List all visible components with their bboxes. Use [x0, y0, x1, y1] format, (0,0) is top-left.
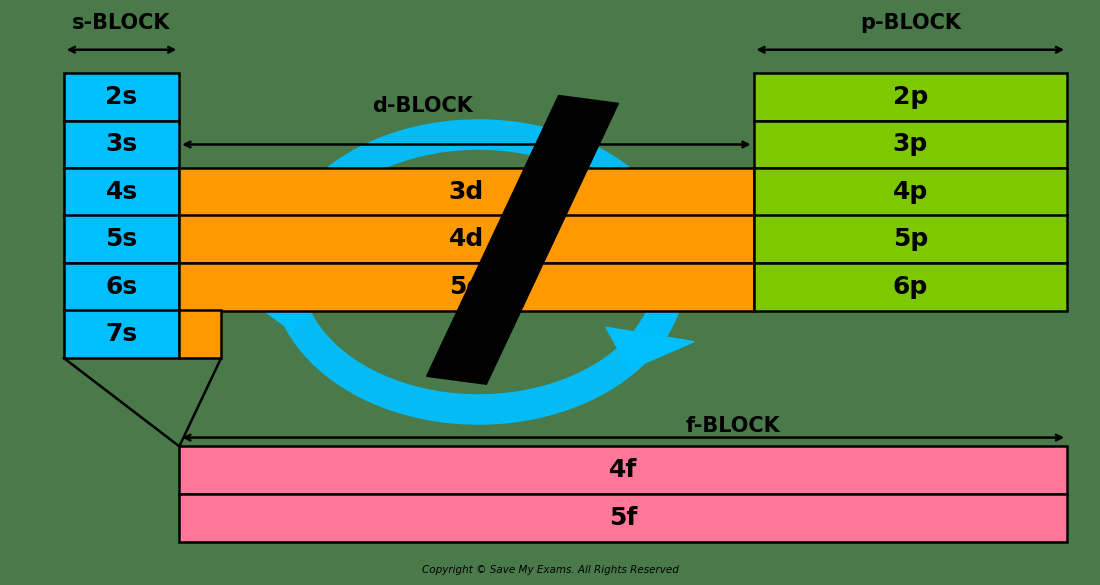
Text: 5f: 5f — [609, 506, 637, 531]
Bar — [64, 73, 179, 121]
Text: 4p: 4p — [892, 180, 928, 204]
Text: 6s: 6s — [106, 274, 138, 299]
Text: s-BLOCK: s-BLOCK — [73, 13, 170, 33]
Polygon shape — [427, 95, 618, 384]
Bar — [64, 310, 179, 358]
Bar — [179, 263, 754, 311]
Text: 4f: 4f — [609, 458, 637, 483]
Bar — [754, 168, 1067, 216]
Bar — [64, 215, 179, 263]
Bar — [179, 446, 1067, 494]
Text: 2s: 2s — [106, 85, 138, 109]
Bar — [64, 168, 179, 216]
Text: 3p: 3p — [892, 132, 928, 157]
Text: 3d: 3d — [449, 180, 484, 204]
Text: 7s: 7s — [106, 322, 138, 346]
Text: 5d: 5d — [449, 274, 484, 299]
Text: 4s: 4s — [106, 180, 138, 204]
Text: 4d: 4d — [449, 227, 484, 252]
Text: Copyright © Save My Exams. All Rights Reserved: Copyright © Save My Exams. All Rights Re… — [421, 565, 679, 576]
Bar — [754, 263, 1067, 311]
Text: d-BLOCK: d-BLOCK — [372, 97, 473, 116]
Text: 5p: 5p — [892, 227, 928, 252]
Bar — [179, 215, 754, 263]
Bar — [754, 215, 1067, 263]
Text: p-BLOCK: p-BLOCK — [860, 13, 960, 33]
Bar — [64, 263, 179, 311]
Bar — [754, 121, 1067, 168]
Bar — [179, 310, 221, 358]
Polygon shape — [242, 292, 334, 331]
Text: f-BLOCK: f-BLOCK — [685, 416, 781, 436]
Polygon shape — [606, 327, 694, 370]
Text: 2p: 2p — [892, 85, 928, 109]
Text: 3s: 3s — [106, 132, 138, 157]
Bar — [179, 494, 1067, 542]
Bar — [179, 168, 754, 216]
Text: 6p: 6p — [892, 274, 928, 299]
Text: 5s: 5s — [106, 227, 138, 252]
Bar — [64, 121, 179, 168]
Bar — [754, 73, 1067, 121]
